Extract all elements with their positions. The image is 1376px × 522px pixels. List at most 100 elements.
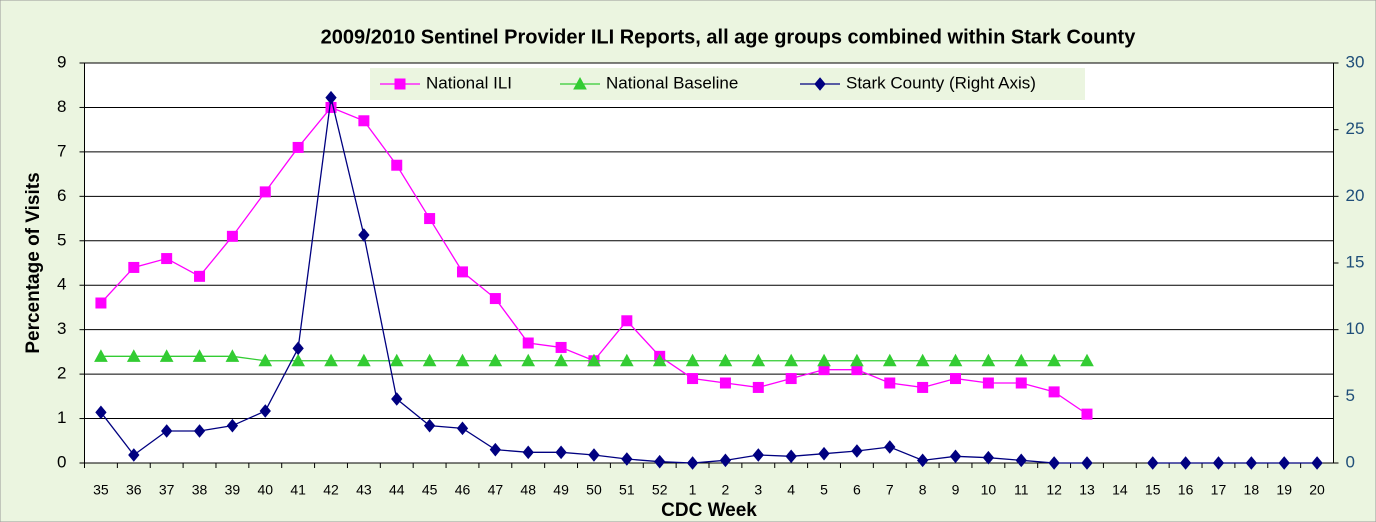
x-tick-label: 3 <box>754 482 762 498</box>
marker <box>192 349 207 362</box>
marker <box>95 405 107 420</box>
marker <box>521 353 536 367</box>
marker <box>1212 456 1225 470</box>
x-tick-label: 7 <box>886 482 894 498</box>
marker <box>882 353 897 367</box>
x-tick-label: 51 <box>619 482 635 498</box>
x-tick-label: 46 <box>455 482 471 498</box>
x-tick-label: 41 <box>290 482 306 498</box>
y-tick-label: 8 <box>57 97 66 116</box>
x-tick-label: 12 <box>1046 482 1062 498</box>
marker <box>719 377 731 389</box>
x-tick-label: 17 <box>1211 482 1227 498</box>
y-tick-label: 2 <box>57 364 66 383</box>
y-tick-label: 0 <box>57 452 66 471</box>
x-tick-label: 49 <box>553 482 569 498</box>
marker <box>687 373 699 385</box>
x-tick-label: 45 <box>422 482 438 498</box>
x-tick-label: 14 <box>1112 482 1128 498</box>
marker <box>423 418 436 433</box>
marker <box>981 353 996 367</box>
marker <box>752 381 764 393</box>
x-tick-label: 47 <box>488 482 504 498</box>
marker <box>456 266 468 278</box>
x-tick-label: 37 <box>159 482 175 498</box>
marker <box>1179 456 1192 470</box>
x-tick-label: 35 <box>93 482 109 498</box>
marker <box>619 353 634 367</box>
marker <box>292 141 304 153</box>
x-tick-label: 44 <box>389 482 405 498</box>
x-tick-label: 18 <box>1244 482 1260 498</box>
marker <box>391 392 403 406</box>
legend: National ILI National Baseline Stark Count… <box>370 68 1085 100</box>
marker <box>161 424 173 438</box>
y-tick-label: 3 <box>57 319 66 338</box>
marker <box>817 353 831 367</box>
marker <box>950 373 962 385</box>
marker <box>588 448 600 462</box>
legend-box <box>370 68 1085 100</box>
marker <box>814 77 826 91</box>
marker <box>1278 456 1290 470</box>
marker <box>522 337 534 349</box>
marker <box>917 381 929 393</box>
y-tick-label: 7 <box>57 141 66 160</box>
marker <box>1311 456 1323 470</box>
x-tick-label: 20 <box>1309 482 1325 498</box>
marker <box>1147 456 1159 470</box>
x-tick-label: 1 <box>689 482 697 498</box>
marker <box>718 353 733 367</box>
x-tick-label: 50 <box>586 482 602 498</box>
marker <box>95 297 107 309</box>
y2-tick-label: 10 <box>1346 319 1365 338</box>
plot-area <box>84 63 1334 463</box>
x-tick-label: 43 <box>356 482 372 498</box>
marker <box>916 453 929 468</box>
chart-title: 2009/2010 Sentinel Provider ILI Reports,… <box>321 26 1137 48</box>
marker <box>128 448 140 462</box>
marker <box>685 353 700 367</box>
marker <box>621 452 633 466</box>
marker <box>915 353 930 367</box>
x-tick-label: 48 <box>520 482 536 498</box>
marker <box>555 341 567 353</box>
marker <box>554 353 568 367</box>
marker <box>752 448 764 462</box>
marker <box>573 76 587 90</box>
marker <box>1245 456 1257 470</box>
y-tick-label: 9 <box>57 52 66 71</box>
marker <box>193 424 206 438</box>
x-tick-label: 19 <box>1276 482 1292 498</box>
x-tick-label: 16 <box>1178 482 1194 498</box>
marker <box>686 456 699 470</box>
marker <box>785 449 797 464</box>
y2-tick-label: 0 <box>1346 452 1355 471</box>
marker <box>1047 353 1061 367</box>
x-tick-label: 39 <box>225 482 241 498</box>
y2-tick-label: 25 <box>1346 119 1365 138</box>
x-axis-label: CDC Week <box>661 500 757 521</box>
marker <box>785 373 797 385</box>
marker <box>1015 377 1027 389</box>
marker <box>489 442 502 457</box>
legend-label: Stark County (Right Axis) <box>846 73 1036 92</box>
marker <box>389 353 404 367</box>
marker <box>751 353 766 367</box>
marker <box>161 253 173 265</box>
x-tick-label: 52 <box>652 482 668 498</box>
marker <box>394 78 406 90</box>
marker <box>455 353 470 367</box>
y-axis-label: Percentage of Visits <box>23 172 44 353</box>
marker <box>555 445 567 460</box>
marker <box>949 449 962 464</box>
marker <box>587 353 601 367</box>
x-tick-label: 5 <box>820 482 828 498</box>
marker <box>621 315 633 327</box>
y2-tick-label: 15 <box>1346 252 1365 271</box>
marker <box>522 445 534 460</box>
x-tick-label: 6 <box>853 482 861 498</box>
marker <box>1014 353 1029 367</box>
